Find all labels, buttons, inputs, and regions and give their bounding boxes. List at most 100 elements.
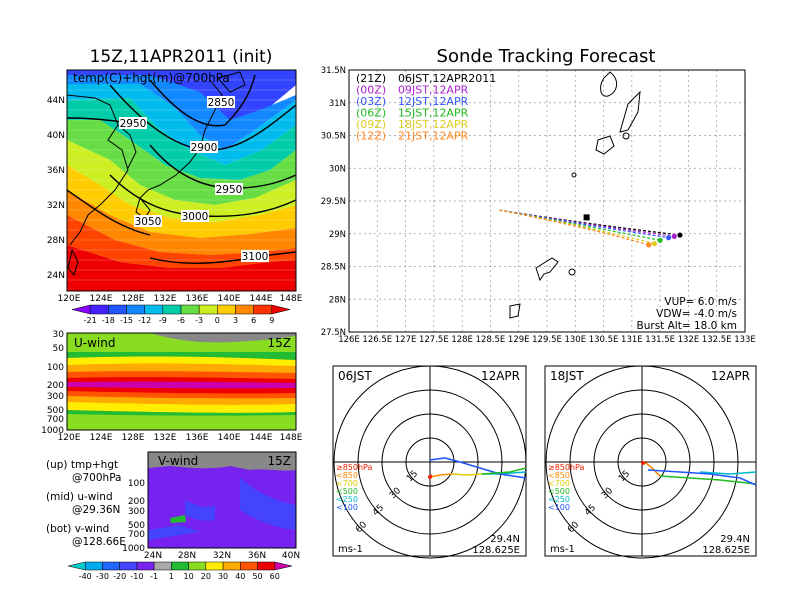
lat-tick: 44N xyxy=(47,96,65,106)
track-legend-run: (09Z) xyxy=(356,118,386,131)
p-tick: 200 xyxy=(128,497,145,507)
vwind-section xyxy=(148,452,296,548)
wind-colorbar-swatch xyxy=(205,561,224,571)
wind-colorbar-swatch xyxy=(188,561,207,571)
polar-left-trace-700 xyxy=(429,473,453,478)
note-bot-1: (bot) v-wind xyxy=(46,523,109,535)
temp-colorbar-swatch xyxy=(162,304,182,315)
lat-tick: 24N xyxy=(47,271,65,281)
island-yakushima xyxy=(600,71,617,97)
wind-colorbar-swatch xyxy=(119,561,138,571)
polar-right-lat: 29.4N xyxy=(720,534,750,545)
track-lat-tick: 31N xyxy=(329,99,346,109)
lon-tick: 132E xyxy=(154,433,177,443)
p-tick: 300 xyxy=(128,507,145,517)
track-legend-run: (03Z) xyxy=(356,95,386,108)
lon-tick: 136E xyxy=(186,294,209,304)
coast-korea xyxy=(117,124,137,169)
temp-map-frame xyxy=(66,69,297,292)
polar-left-lon: 128.625E xyxy=(472,545,520,556)
level-label: ≥850hPa xyxy=(336,463,373,472)
track-lon-tick: 128.5E xyxy=(476,335,506,345)
track-map xyxy=(349,70,745,332)
lat-tick: 28N xyxy=(178,551,196,561)
level-label: <250 xyxy=(336,495,358,504)
level-label: <700 xyxy=(336,479,358,488)
track-legend-label: 15JST,12APR xyxy=(398,107,469,120)
level-label: <500 xyxy=(336,487,358,496)
note-up-1: (up) tmp+hgt xyxy=(46,459,118,471)
level-label: <850 xyxy=(548,471,570,480)
temp-colorbar-label: 9 xyxy=(269,316,274,325)
temp-colorbar-label: -18 xyxy=(102,316,115,325)
level-label: <250 xyxy=(548,495,570,504)
polar-left-lat: 29.4N xyxy=(490,534,520,545)
param-vup: VUP= 6.0 m/s xyxy=(664,296,737,308)
contour-label-2850: 2850 xyxy=(208,97,235,109)
wind-colorbar-labels: -40 -30 -20 -10 -1 1 10 20 30 40 50 60 xyxy=(79,572,280,581)
level-label: <700 xyxy=(548,479,570,488)
p-tick: 700 xyxy=(47,415,64,425)
track-lat-tick: 29.5N xyxy=(321,197,346,207)
polar-left-trace-100 xyxy=(429,457,527,479)
island-small-2 xyxy=(571,172,577,178)
track-title: Sonde Tracking Forecast xyxy=(437,46,656,67)
track-legend: (21Z) 06JST,12APR2011 (00Z) 09JST,12APR (03Z… xyxy=(356,72,496,143)
island-tokunoshima xyxy=(509,303,521,319)
lon-tick: 140E xyxy=(218,433,241,443)
track-lon-tick: 129E xyxy=(508,335,530,345)
track-lat-tick: 27.5N xyxy=(321,328,346,338)
contour-label-3050: 3050 xyxy=(135,216,162,228)
track-lon-tick: 128E xyxy=(451,335,473,345)
track-end-point xyxy=(666,235,672,241)
wind-colorbar-label: -30 xyxy=(96,572,109,581)
temp-colorbar-label: -12 xyxy=(138,316,151,325)
lon-tick: 136E xyxy=(186,433,209,443)
temp-colorbar xyxy=(71,304,291,315)
polar-right: 15 30 45 60 18JST 12APR ≥850hPa <850 <70… xyxy=(544,365,757,559)
temp-colorbar-swatch xyxy=(253,304,273,315)
wind-colorbar-label: -20 xyxy=(113,572,126,581)
contour-label-3000: 3000 xyxy=(182,211,209,223)
wind-colorbar-label: 60 xyxy=(270,572,280,581)
track-lon-tick: 126E xyxy=(338,335,360,345)
uwind-p-ticks: 30 50 100 200 300 500 700 1000 xyxy=(41,330,64,436)
lon-tick: 148E xyxy=(280,433,303,443)
lon-tick: 120E xyxy=(58,294,81,304)
track-end-point xyxy=(646,242,652,248)
polar-left-date: 12APR xyxy=(481,369,520,383)
vwind-label: V-wind xyxy=(158,454,198,468)
wind-colorbar-swatch xyxy=(136,561,155,571)
p-tick: 30 xyxy=(53,330,65,340)
param-burst: Burst Alt= 18.0 km xyxy=(637,320,737,332)
track-lat-tick: 28N xyxy=(329,295,346,305)
track-end-point xyxy=(651,240,658,247)
p-tick: 100 xyxy=(128,479,145,489)
wind-colorbar-label: 20 xyxy=(201,572,211,581)
temp-colorbar-label: -21 xyxy=(84,316,97,325)
lon-tick: 132E xyxy=(154,294,177,304)
legend-notes: (up) tmp+hgt @700hPa (mid) u-wind @29.36… xyxy=(46,459,126,548)
lat-tick: 36N xyxy=(47,166,65,176)
island-small-3 xyxy=(568,268,576,276)
track-legend-label: 09JST,12APR xyxy=(398,84,469,97)
level-label: <500 xyxy=(548,487,570,496)
vwind-lat-ticks: 24N 28N 32N 36N 40N xyxy=(144,551,300,561)
wind-colorbar-swatch xyxy=(67,561,86,571)
track-legend-run: (06Z) xyxy=(356,107,386,120)
lat-tick: 28N xyxy=(47,236,65,246)
wind-colorbar xyxy=(67,561,293,571)
wind-colorbar-label: -40 xyxy=(79,572,92,581)
contour-label-2950: 2950 xyxy=(216,184,243,196)
lon-tick: 148E xyxy=(280,294,303,304)
island-small-1 xyxy=(622,132,630,140)
track-lat-tick: 30N xyxy=(329,164,346,174)
temp-colorbar-swatch xyxy=(108,304,127,315)
polar-right-trace-100 xyxy=(647,469,757,486)
track-lon-tick: 132E xyxy=(678,335,700,345)
vwind-frame xyxy=(147,451,297,549)
wind-colorbar-label: -1 xyxy=(150,572,158,581)
temp-colorbar-swatch xyxy=(144,304,164,315)
track-legend-label: 18JST,12APR xyxy=(398,118,469,131)
